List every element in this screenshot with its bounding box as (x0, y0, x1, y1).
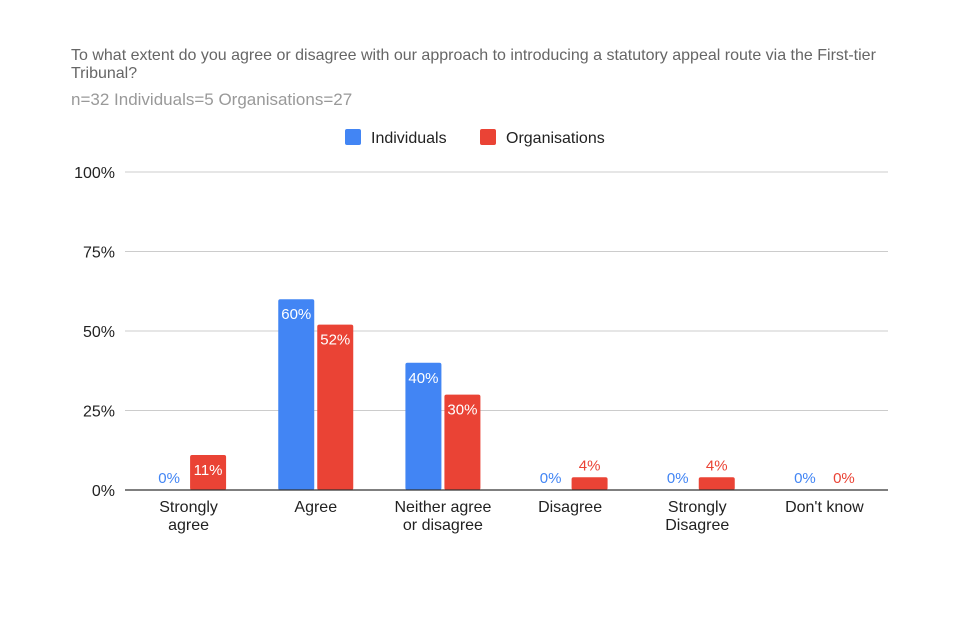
bar-organisations (444, 394, 481, 490)
chart-title: To what extent do you agree or disagree … (71, 47, 876, 82)
x-tick-label: Don't know (785, 499, 864, 516)
data-label: 0% (833, 470, 855, 487)
data-label: 4% (706, 457, 728, 474)
y-tick-label: 0% (92, 483, 115, 500)
y-tick-label: 25% (83, 404, 115, 421)
bar-organisations (190, 455, 227, 490)
x-tick-label: Disagree (665, 517, 729, 534)
data-label: 52% (320, 332, 350, 349)
y-tick-label: 50% (83, 324, 115, 341)
x-tick-label: Disagree (538, 499, 602, 516)
data-label: 0% (158, 470, 180, 487)
data-label: 4% (579, 457, 601, 474)
x-tick-label: Strongly (668, 499, 727, 516)
chart-subtitle: n=32 Individuals=5 Organisations=27 (71, 90, 353, 109)
x-tick-label: Neither agree (394, 499, 491, 516)
y-tick-label: 100% (74, 165, 115, 182)
data-label: 30% (447, 402, 477, 419)
data-label: 40% (408, 370, 438, 387)
x-tick-label: or disagree (403, 517, 483, 534)
data-label: 0% (540, 470, 562, 487)
x-tick-label: Agree (294, 499, 337, 516)
data-label: 0% (667, 470, 689, 487)
bar-organisations (571, 477, 608, 490)
bar-organisations (317, 324, 354, 490)
x-tick-label: agree (168, 517, 209, 534)
bar-individuals (405, 362, 442, 490)
y-tick-label: 75% (83, 245, 115, 262)
bar-organisations (698, 477, 735, 490)
legend-swatch-organisations (480, 129, 496, 145)
bar-individuals (278, 299, 315, 490)
legend-label-organisations: Organisations (506, 130, 605, 147)
x-tick-label: Strongly (159, 499, 218, 516)
legend-label-individuals: Individuals (371, 130, 447, 147)
data-label: 0% (794, 470, 816, 487)
legend-swatch-individuals (345, 129, 361, 145)
data-label: 11% (194, 462, 223, 479)
data-label: 60% (281, 306, 311, 323)
